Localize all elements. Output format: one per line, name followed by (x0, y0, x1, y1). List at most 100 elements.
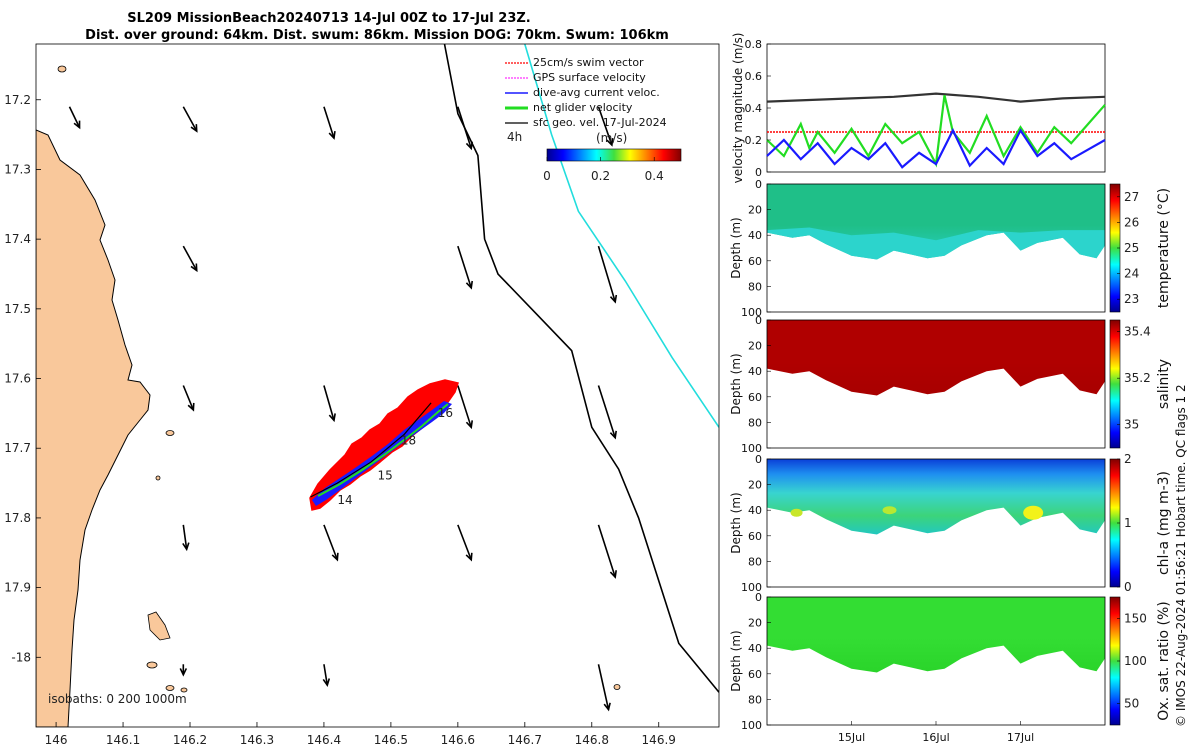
colorbar-label: temperature (°C) (1156, 188, 1172, 308)
depth-tick-label: 80 (748, 280, 762, 293)
island (165, 685, 175, 691)
day-label: 18 (401, 434, 416, 448)
velocity-panel: 0 0.2 0.4 0.6 0.8 velocity magnitude (m/s) (731, 33, 1106, 183)
legend-dive-avg-label: dive-avg current veloc. (533, 86, 660, 99)
legend-net-label: net glider velocity (533, 101, 633, 114)
velocity-y-tick-label: 0 (755, 166, 762, 179)
map-y-tick-label: 17.4 (4, 232, 31, 246)
map-frame (35, 43, 720, 728)
depth-tick-label: 60 (748, 391, 762, 404)
map-x-tick-label: 146.4 (307, 733, 341, 747)
colorbar-tick-label: 50 (1124, 697, 1139, 711)
depth-tick-label: 40 (748, 642, 762, 655)
velocity-y-tick-label: 0.8 (745, 38, 763, 51)
depth-axis-label: Depth (m) (729, 353, 743, 414)
depth-axis-label: Depth (m) (729, 217, 743, 278)
day-label: 14 (337, 493, 352, 507)
cyan-contour-line (524, 44, 719, 428)
colorbar-tick-label: 150 (1124, 611, 1147, 625)
salinity-panel-colorbar (1109, 319, 1121, 449)
current-arrow (322, 664, 331, 688)
chl-a-panel-frame (766, 458, 1106, 588)
temperature-panel-frame (766, 183, 1106, 313)
oxygen-panel: 0 20 40 60 80 100 Depth (m) 50 100 150 Ox. sat. ra… (729, 591, 1172, 744)
figure-title-line1: SL209 MissionBeach20240713 14-Jul 00Z to… (127, 11, 530, 26)
island (147, 611, 171, 641)
velocity-series (766, 92, 1106, 169)
current-arrow (323, 106, 336, 140)
legend-gps-label: GPS surface velocity (533, 71, 646, 84)
day-labels: 14 15 18 16 (337, 406, 453, 507)
map-colorbar (546, 148, 682, 162)
island (180, 687, 188, 693)
map-y-tick-label: 17.2 (4, 93, 31, 107)
legend-sfc-label: sfc geo. vel. 17-Jul-2024 (533, 116, 667, 129)
colorbar-tick-label: 23 (1124, 292, 1139, 306)
map-colorbar-tick-label: 0.4 (645, 169, 664, 183)
map-colorbar-label: (m/s) (596, 131, 627, 145)
depth-tick-label: 100 (741, 306, 762, 319)
current-arrow (457, 245, 474, 290)
map-colorbar-tick-label: 0.2 (591, 169, 610, 183)
chl-a-maximum-patch (1023, 505, 1044, 520)
depth-axis-label: Depth (m) (729, 492, 743, 553)
isobath-200m (443, 44, 719, 693)
map-x-tick-label: 146.9 (642, 733, 676, 747)
depth-tick-label: 20 (748, 340, 762, 353)
colorbar-label: Ox. sat. ratio (%) (1156, 601, 1172, 720)
current-arrow (597, 245, 618, 304)
current-arrow (597, 524, 617, 579)
depth-tick-label: 100 (741, 581, 762, 594)
depth-tick-label: 20 (748, 479, 762, 492)
net-velocity-track (317, 403, 449, 497)
velocity-series-line (766, 92, 1106, 103)
credit-text: © IMOS 22-Aug-2024 01:56:21 Hobart time.… (1174, 384, 1188, 727)
depth-tick-label: 100 (741, 442, 762, 455)
colorbar-tick-label: 100 (1124, 654, 1147, 668)
depth-tick-label: 60 (748, 530, 762, 543)
island (146, 661, 158, 669)
depth-tick-label: 80 (748, 416, 762, 429)
velocity-y-tick-label: 0.2 (745, 134, 763, 147)
islands (57, 65, 621, 693)
colorbar-tick-label: 35.4 (1124, 325, 1151, 339)
legend-time-step: 4h (507, 130, 522, 144)
time-tick-label: 16Jul (922, 731, 949, 744)
velocity-y-tick-label: 0.6 (745, 70, 763, 83)
map-x-tick-label: 146.6 (441, 733, 475, 747)
depth-tick-label: 100 (741, 719, 762, 732)
current-arrow (182, 385, 195, 412)
current-arrow (323, 524, 339, 562)
depth-tick-label: 60 (748, 255, 762, 268)
current-arrow (182, 524, 190, 552)
day-label: 15 (378, 469, 393, 483)
colorbar-tick-label: 26 (1124, 215, 1139, 229)
glider-trajectory (310, 402, 432, 498)
map-x-tick-label: 146.5 (374, 733, 408, 747)
salinity-panel-frame (766, 319, 1106, 449)
depth-tick-label: 80 (748, 555, 762, 568)
chl-a-patch (790, 508, 803, 517)
current-arrows (68, 106, 618, 712)
map-x-tick-label: 146.3 (240, 733, 274, 747)
map-x-tick-label: 146 (45, 733, 68, 747)
depth-tick-label: 0 (755, 591, 762, 604)
colorbar-tick-label: 27 (1124, 190, 1139, 204)
oxygen-panel-data-field (767, 597, 1105, 673)
temperature-lower-band (767, 227, 1105, 260)
map-x-ticks: 146 146.1 146.2 146.3 146.4 146.5 146.6 146.7 14… (45, 722, 676, 747)
island (155, 475, 161, 481)
island (57, 65, 67, 73)
depth-tick-label: 0 (755, 178, 762, 191)
map-y-tick-label: 17.8 (4, 511, 31, 525)
colorbar-label: chl-a (mg m-3) (1156, 471, 1172, 575)
depth-tick-label: 0 (755, 453, 762, 466)
temperature-panel: 0 20 40 60 80 100 Depth (m) 23 24 25 26 27 temperatu… (729, 178, 1172, 319)
map-y-tick-label: 17.9 (4, 581, 31, 595)
chl-a-patch (882, 506, 897, 515)
map-y-tick-label: 17.5 (4, 302, 31, 316)
depth-tick-label: 60 (748, 668, 762, 681)
time-tick-label: 15Jul (838, 731, 865, 744)
